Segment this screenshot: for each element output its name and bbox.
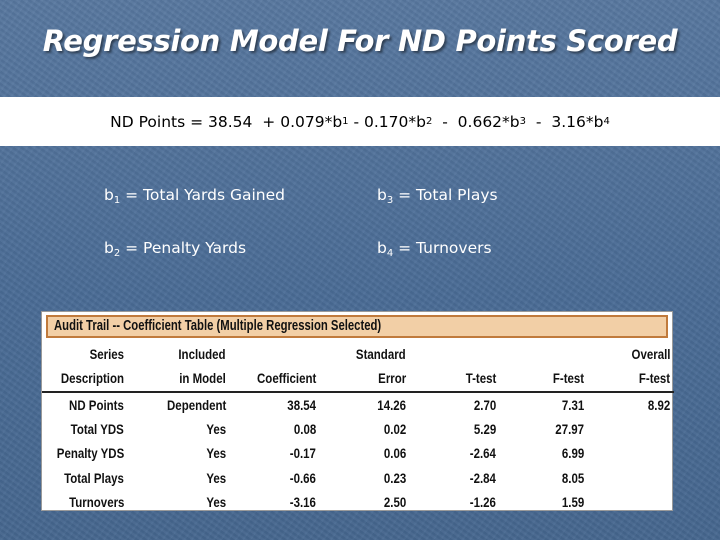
definition-b1: b1 = Total Yards Gained xyxy=(104,186,285,206)
definition-var: b xyxy=(377,239,387,257)
table-cell: ND Points xyxy=(69,396,124,413)
column-header: T-test xyxy=(406,366,496,393)
table-cell: 2.50 xyxy=(383,493,406,510)
table-cell xyxy=(584,465,674,489)
column-header: Series xyxy=(89,346,124,363)
column-header: Coefficient xyxy=(226,366,316,393)
table-cell: 2.70 xyxy=(473,396,496,413)
table-cell: -0.17 xyxy=(289,445,316,462)
column-header xyxy=(496,342,584,366)
table-cell: -2.84 xyxy=(469,469,496,486)
table-cell: 14.26 xyxy=(377,396,406,413)
coefficient-table-panel: Audit Trail -- Coefficient Table (Multip… xyxy=(41,311,674,514)
definition-text: = Penalty Yards xyxy=(120,239,247,257)
equation-term-var: b xyxy=(332,112,343,131)
definition-b2: b2 = Penalty Yards xyxy=(104,239,246,259)
equation-term-sign: - xyxy=(535,112,542,131)
equation-term-coef: 0.170 xyxy=(364,112,409,131)
table-cell: -2.64 xyxy=(469,445,496,462)
definition-var: b xyxy=(104,186,114,204)
column-header xyxy=(406,342,496,366)
column-header xyxy=(226,342,316,366)
definition-b3: b3 = Total Plays xyxy=(377,186,498,206)
definition-var: b xyxy=(104,239,114,257)
equation-term-sub: 4 xyxy=(603,116,610,127)
definition-text: = Total Plays xyxy=(393,186,498,204)
column-header: in Model xyxy=(124,366,226,393)
table-cell xyxy=(584,441,674,465)
column-header: Description xyxy=(42,366,124,393)
table-cell: Turnovers xyxy=(68,493,124,510)
column-header: Standard xyxy=(356,346,406,363)
table-cell: 8.92 xyxy=(647,396,670,413)
table-cell: Total YDS xyxy=(70,421,124,438)
definition-sub: 3 xyxy=(386,195,394,206)
table-cell: 0.06 xyxy=(383,445,406,462)
table-cell xyxy=(584,417,674,441)
equation-term-sub: 2 xyxy=(425,116,433,127)
regression-equation: ND Points = 38.54 + 0.079 * b 1 - 0.170 * b 2 … xyxy=(0,97,720,146)
table-cell: 7.31 xyxy=(561,396,584,413)
equation-term-sub: 3 xyxy=(519,116,527,127)
definition-b4: b4 = Turnovers xyxy=(377,239,492,259)
table-row: Total YDS Yes 0.08 0.02 5.29 27.97 xyxy=(42,417,674,441)
table-cell: Dependent xyxy=(166,396,226,413)
column-header: Included xyxy=(178,346,226,363)
table-cell: 5.29 xyxy=(473,421,496,438)
table-row: Penalty YDS Yes -0.17 0.06 -2.64 6.99 xyxy=(42,441,674,465)
table-header-row: Description in Model Coefficient Error T… xyxy=(42,366,674,393)
equation-term-coef: 0.662 xyxy=(457,112,503,131)
table-cell: Total Plays xyxy=(64,469,124,486)
equation-term-var: b xyxy=(416,112,426,131)
definition-sub: 2 xyxy=(113,248,121,259)
table-row: Turnovers Yes -3.16 2.50 -1.26 1.59 xyxy=(42,490,674,514)
table-cell: Yes xyxy=(206,421,226,438)
table-cell: Penalty YDS xyxy=(56,445,125,462)
equation-term-var: b xyxy=(509,112,520,131)
table-cell: -0.66 xyxy=(289,469,316,486)
equation-term-sign: - xyxy=(442,112,448,131)
table-header-row: Series Included Standard Overall xyxy=(42,342,674,366)
coefficient-table: Series Included Standard Overall Descrip… xyxy=(42,342,674,514)
equation-term-coef: 3.16 xyxy=(551,112,586,131)
table-cell: Yes xyxy=(206,493,226,510)
definition-var: b xyxy=(377,186,387,204)
table-cell: 0.02 xyxy=(383,421,406,438)
table-cell: 27.97 xyxy=(555,421,584,438)
column-header: Overall xyxy=(631,346,670,363)
table-cell xyxy=(584,490,674,514)
equation-term-coef: 0.079 xyxy=(280,112,325,131)
equation-term-sub: 1 xyxy=(342,116,349,127)
equation-term-sign: - xyxy=(353,112,360,131)
table-cell: 1.59 xyxy=(561,493,584,510)
coefficient-table-caption: Audit Trail -- Coefficient Table (Multip… xyxy=(46,315,668,338)
table-cell: 0.23 xyxy=(383,469,406,486)
definition-sub: 1 xyxy=(113,195,121,206)
table-cell: 6.99 xyxy=(561,445,584,462)
table-cell: -1.26 xyxy=(469,493,496,510)
table-row: Total Plays Yes -0.66 0.23 -2.84 8.05 xyxy=(42,465,674,489)
definition-text: = Total Yards Gained xyxy=(120,186,285,204)
equation-term-var: b xyxy=(593,112,604,131)
slide-title: Regression Model For ND Points Scored xyxy=(42,24,678,58)
table-cell: Yes xyxy=(206,445,226,462)
column-header: F-test xyxy=(584,366,674,393)
caption-text: Audit Trail -- Coefficient Table (Multip… xyxy=(54,318,382,334)
equation-term-sign: + xyxy=(262,112,276,131)
table-cell: 38.54 xyxy=(287,396,316,413)
column-header: F-test xyxy=(496,366,584,393)
table-row: ND Points Dependent 38.54 14.26 2.70 7.3… xyxy=(42,392,674,417)
column-header: Error xyxy=(316,366,406,393)
table-cell: 0.08 xyxy=(293,421,316,438)
equation-lhs: ND Points = 38.54 xyxy=(110,112,253,131)
definition-sub: 4 xyxy=(386,248,394,259)
table-cell: Yes xyxy=(206,469,226,486)
table-cell: -3.16 xyxy=(289,493,316,510)
table-cell: 8.05 xyxy=(561,469,584,486)
definition-text: = Turnovers xyxy=(393,239,492,257)
